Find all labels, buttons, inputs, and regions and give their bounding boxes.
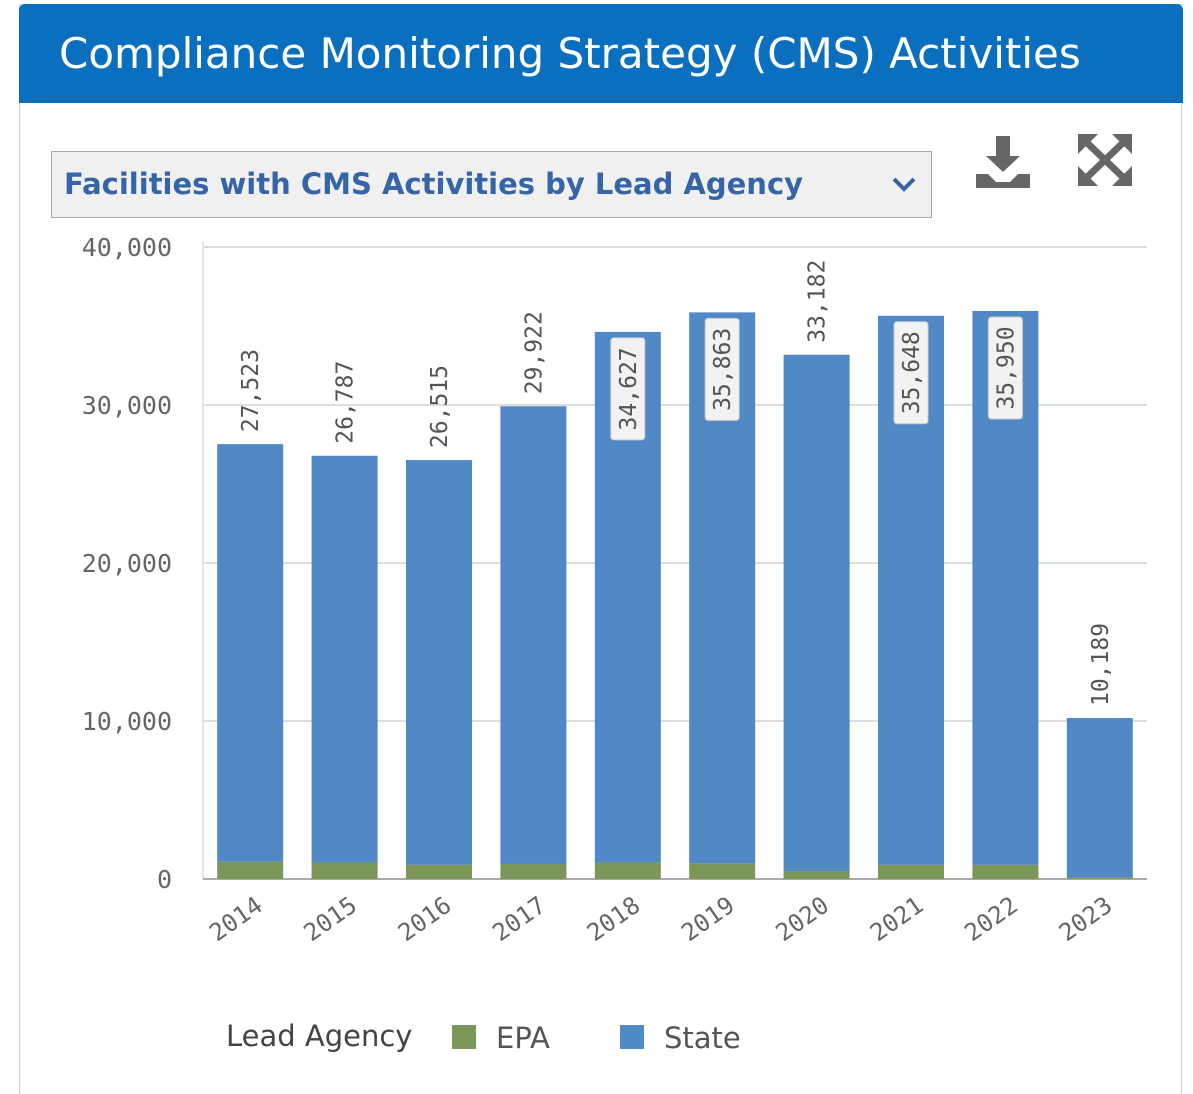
bar-segment — [500, 406, 567, 864]
value-label: 35,863 — [710, 328, 736, 411]
bar-segment — [594, 862, 661, 879]
bar-segment — [406, 460, 472, 865]
bar-segment — [972, 864, 1039, 879]
value-label: 35,648 — [899, 331, 925, 414]
dropdown[interactable]: Facilities with CMS Activities by Lead A… — [51, 151, 932, 218]
value-label-group: 35,648 — [893, 321, 929, 425]
x-tick-label: 2014 — [204, 891, 267, 947]
bar-segment — [783, 354, 850, 872]
y-tick-label: 40,000 — [82, 233, 172, 262]
value-label-group: 27,523 — [238, 349, 264, 432]
legend-swatch — [620, 1025, 644, 1049]
legend-title: Lead Agency — [226, 1019, 412, 1053]
value-label: 34,627 — [616, 347, 642, 430]
value-label-box — [987, 316, 1023, 420]
bar-segment — [217, 861, 284, 879]
x-tick-label: 2016 — [393, 891, 456, 947]
value-label-box — [704, 317, 740, 421]
x-tick-label: 2023 — [1054, 891, 1117, 947]
bar-segment — [689, 863, 756, 879]
legend-label: State — [664, 1021, 741, 1055]
value-label-box — [893, 321, 929, 425]
x-tick-label: 2015 — [299, 891, 362, 947]
x-tick-label: 2017 — [487, 891, 550, 947]
x-tick-label: 2020 — [771, 891, 834, 947]
x-tick-label: 2022 — [959, 891, 1022, 947]
value-label-group: 34,627 — [610, 337, 646, 441]
value-label: 35,950 — [993, 326, 1019, 409]
value-label-group: 33,182 — [805, 260, 831, 343]
bar-segment — [406, 864, 472, 879]
value-label: 26,787 — [333, 361, 359, 444]
legend-swatch — [452, 1025, 476, 1049]
bar-segment — [311, 862, 378, 879]
value-label-group: 29,922 — [521, 311, 547, 394]
dropdown-label: Facilities with CMS Activities by Lead A… — [64, 167, 804, 201]
expand-icon[interactable] — [1076, 132, 1134, 188]
bar-segment — [1066, 877, 1133, 879]
header-title: Compliance Monitoring Strategy (CMS) Act… — [19, 4, 1183, 103]
value-label-group: 35,863 — [704, 317, 740, 421]
x-tick-label: 2021 — [865, 891, 928, 947]
bar-segment — [1066, 718, 1133, 878]
chevron — [892, 177, 916, 192]
value-label: 10,189 — [1088, 623, 1114, 706]
value-label: 26,515 — [427, 365, 453, 448]
y-tick-label: 0 — [157, 865, 172, 894]
value-label: 27,523 — [238, 349, 264, 432]
legend-label: EPA — [496, 1021, 550, 1055]
value-label-group: 26,515 — [427, 365, 453, 448]
bar-segment — [217, 444, 284, 862]
value-label-group: 35,950 — [987, 316, 1023, 420]
bar-segment — [311, 455, 378, 863]
y-tick-label: 10,000 — [82, 707, 172, 736]
value-label: 33,182 — [805, 260, 831, 343]
value-label-group: 10,189 — [1088, 623, 1114, 706]
value-label: 29,922 — [521, 311, 547, 394]
x-tick-label: 2019 — [676, 891, 739, 947]
y-tick-label: 30,000 — [82, 391, 172, 420]
y-tick-label: 20,000 — [82, 549, 172, 578]
value-label-box — [610, 337, 646, 441]
x-tick-label: 2018 — [582, 891, 645, 947]
bar-segment — [500, 863, 567, 879]
value-label-group: 26,787 — [333, 361, 359, 444]
download-icon[interactable] — [974, 134, 1036, 190]
bar-segment — [878, 864, 944, 879]
bar-segment — [783, 871, 850, 879]
